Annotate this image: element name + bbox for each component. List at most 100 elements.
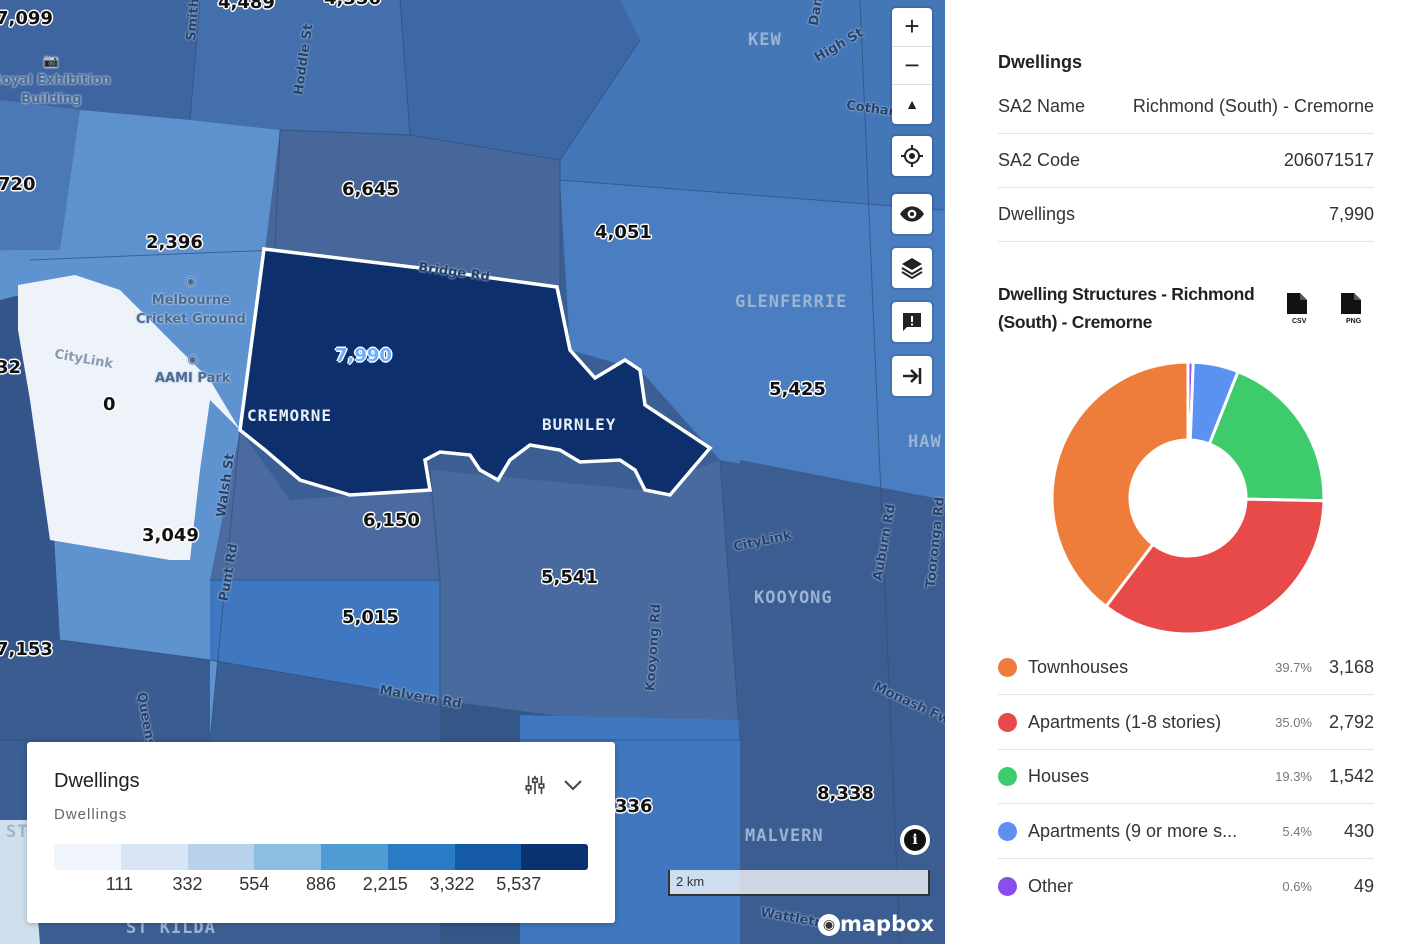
region-value: 3,049 — [142, 525, 199, 546]
legend-color-ramp — [54, 844, 588, 870]
info-row-value: 7,990 — [1328, 204, 1374, 224]
camera-icon: 📷 — [43, 54, 59, 68]
legend-tick: 554 — [239, 874, 270, 894]
compass-button[interactable]: ▲ — [905, 96, 919, 113]
zoom-out-button[interactable]: − — [892, 47, 932, 86]
info-row-label: Dwellings — [998, 204, 1076, 224]
legend-dot — [998, 821, 1017, 841]
zoom-controls: + − ▲ — [892, 8, 932, 124]
region-value: 2,396 — [146, 232, 203, 253]
suburb-label: GLENFERRIE — [735, 292, 848, 312]
poi-mcg: ◉ Melbourne Cricket Ground — [136, 274, 246, 327]
map-view[interactable]: 7,099 4,489 4,356 720 32 7,153 336 6,645… — [0, 0, 945, 944]
donut-chart[interactable] — [1048, 358, 1328, 638]
suburb-label: ST KILDA — [126, 918, 216, 938]
visibility-button[interactable] — [892, 194, 932, 234]
suburb-label: CREMORNE — [247, 406, 333, 425]
legend-tick: 332 — [172, 874, 203, 894]
selected-region — [238, 247, 713, 497]
legend-tick: 886 — [306, 874, 337, 894]
info-icon: i — [904, 829, 926, 851]
legend-tick: 5,537 — [496, 874, 542, 894]
info-row: SA2 Code 206071517 — [998, 134, 1374, 188]
legend-series-name: Houses — [1028, 766, 1090, 786]
info-row: Dwellings 7,990 — [998, 188, 1374, 242]
region-value: 5,541 — [541, 567, 598, 588]
suburb-label: ST — [6, 822, 29, 842]
chevron-down-icon[interactable] — [563, 778, 583, 792]
layers-button[interactable] — [892, 248, 932, 288]
zoom-in-button[interactable]: + — [892, 8, 932, 47]
donut-slice[interactable] — [1207, 369, 1326, 503]
legend-dot — [998, 876, 1017, 896]
stadium-icon: ◉ — [187, 352, 198, 366]
legend-series-percent: 5.4% — [1282, 823, 1312, 839]
poi-royal-exhibition: 📷 Royal Exhibition Building — [0, 52, 111, 109]
scale-bar: 2 km — [668, 870, 930, 896]
download-csv-button[interactable]: CSV — [1284, 292, 1312, 325]
legend-swatch — [521, 844, 588, 870]
report-button[interactable] — [892, 302, 932, 342]
download-png-button[interactable]: PNG — [1338, 292, 1366, 325]
chart-legend-row[interactable]: Other 0.6% 49 — [998, 859, 1374, 913]
legend-swatch — [54, 844, 121, 870]
legend-series-value: 3,168 — [1328, 657, 1374, 677]
legend-dot — [998, 658, 1017, 677]
poi-aami-park: ◉ AAMI Park — [155, 352, 231, 386]
chart-title: Dwelling Structures - Richmond (South) -… — [998, 284, 1255, 332]
mapbox-icon: ◉ — [818, 914, 840, 936]
region-value: 6,150 — [363, 510, 420, 531]
region-value: 8,338 — [817, 783, 874, 804]
region-value: 5,425 — [769, 379, 826, 400]
legend-series-value: 430 — [1343, 820, 1374, 841]
donut-slice[interactable] — [1103, 497, 1326, 636]
legend-swatch — [321, 844, 388, 870]
legend-series-name: Other — [1028, 875, 1074, 896]
legend-swatch — [254, 844, 321, 870]
chart-legend-row[interactable]: Townhouses 39.7% 3,168 — [998, 641, 1374, 695]
feedback-icon — [903, 313, 921, 331]
csv-file-icon — [1287, 293, 1307, 314]
legend-title: Dwellings — [54, 770, 140, 792]
suburb-label: BURNLEY — [542, 415, 617, 434]
legend-dot — [998, 767, 1017, 786]
legend-swatch — [454, 844, 522, 870]
info-row-value: Richmond (South) - Cremorne — [1132, 96, 1374, 116]
suburb-label: KOOYONG — [754, 588, 833, 608]
suburb-label: KEW — [748, 30, 782, 50]
legend-series-value: 1,542 — [1328, 766, 1374, 786]
info-panel: Dwellings SA2 Name Richmond (South) - Cre… — [945, 0, 1416, 944]
info-row-label: SA2 Name — [998, 96, 1086, 116]
region-value: 4,489 — [218, 0, 275, 13]
legend-series-percent: 39.7% — [1275, 660, 1312, 675]
panel-title: Dwellings — [998, 52, 1083, 72]
chart-legend-row[interactable]: Apartments (9 or more s... 5.4% 430 — [998, 805, 1374, 859]
legend-tick: 111 — [105, 874, 134, 894]
suburb-label: MALVERN — [745, 826, 824, 846]
arrow-right-bar-icon — [903, 368, 922, 384]
attribution-info-button[interactable]: i — [900, 825, 930, 855]
locate-icon — [901, 145, 923, 167]
filter-settings-icon[interactable] — [524, 774, 546, 796]
region-value: 5,015 — [342, 607, 399, 628]
legend-series-percent: 35.0% — [1275, 714, 1312, 730]
legend-dot — [998, 712, 1017, 732]
collapse-panel-button[interactable] — [892, 356, 932, 396]
region-value: 4,356 — [324, 0, 381, 9]
mapbox-logo[interactable]: ◉ mapbox — [818, 912, 934, 936]
eye-icon — [900, 206, 924, 222]
region-value: 7,153 — [0, 639, 53, 660]
donut-slice[interactable] — [1050, 360, 1190, 609]
legend-swatch — [120, 844, 188, 870]
chart-legend-row[interactable]: Apartments (1-8 stories) 35.0% 2,792 — [998, 696, 1374, 750]
region-value: 4,051 — [595, 222, 652, 243]
locate-button[interactable] — [892, 136, 932, 176]
legend-series-value: 49 — [1353, 875, 1374, 896]
info-row: SA2 Name Richmond (South) - Cremorne — [998, 80, 1374, 134]
info-row-label: SA2 Code — [998, 150, 1081, 170]
info-row-value: 206071517 — [1283, 150, 1374, 170]
chart-legend-row[interactable]: Houses 19.3% 1,542 — [998, 750, 1374, 804]
suburb-label: HAW — [908, 432, 942, 452]
legend-card: Dwellings Dwellings 111 332 554 886 2,215 3,3… — [27, 742, 615, 923]
selected-region-value: 7,990 — [335, 345, 392, 366]
